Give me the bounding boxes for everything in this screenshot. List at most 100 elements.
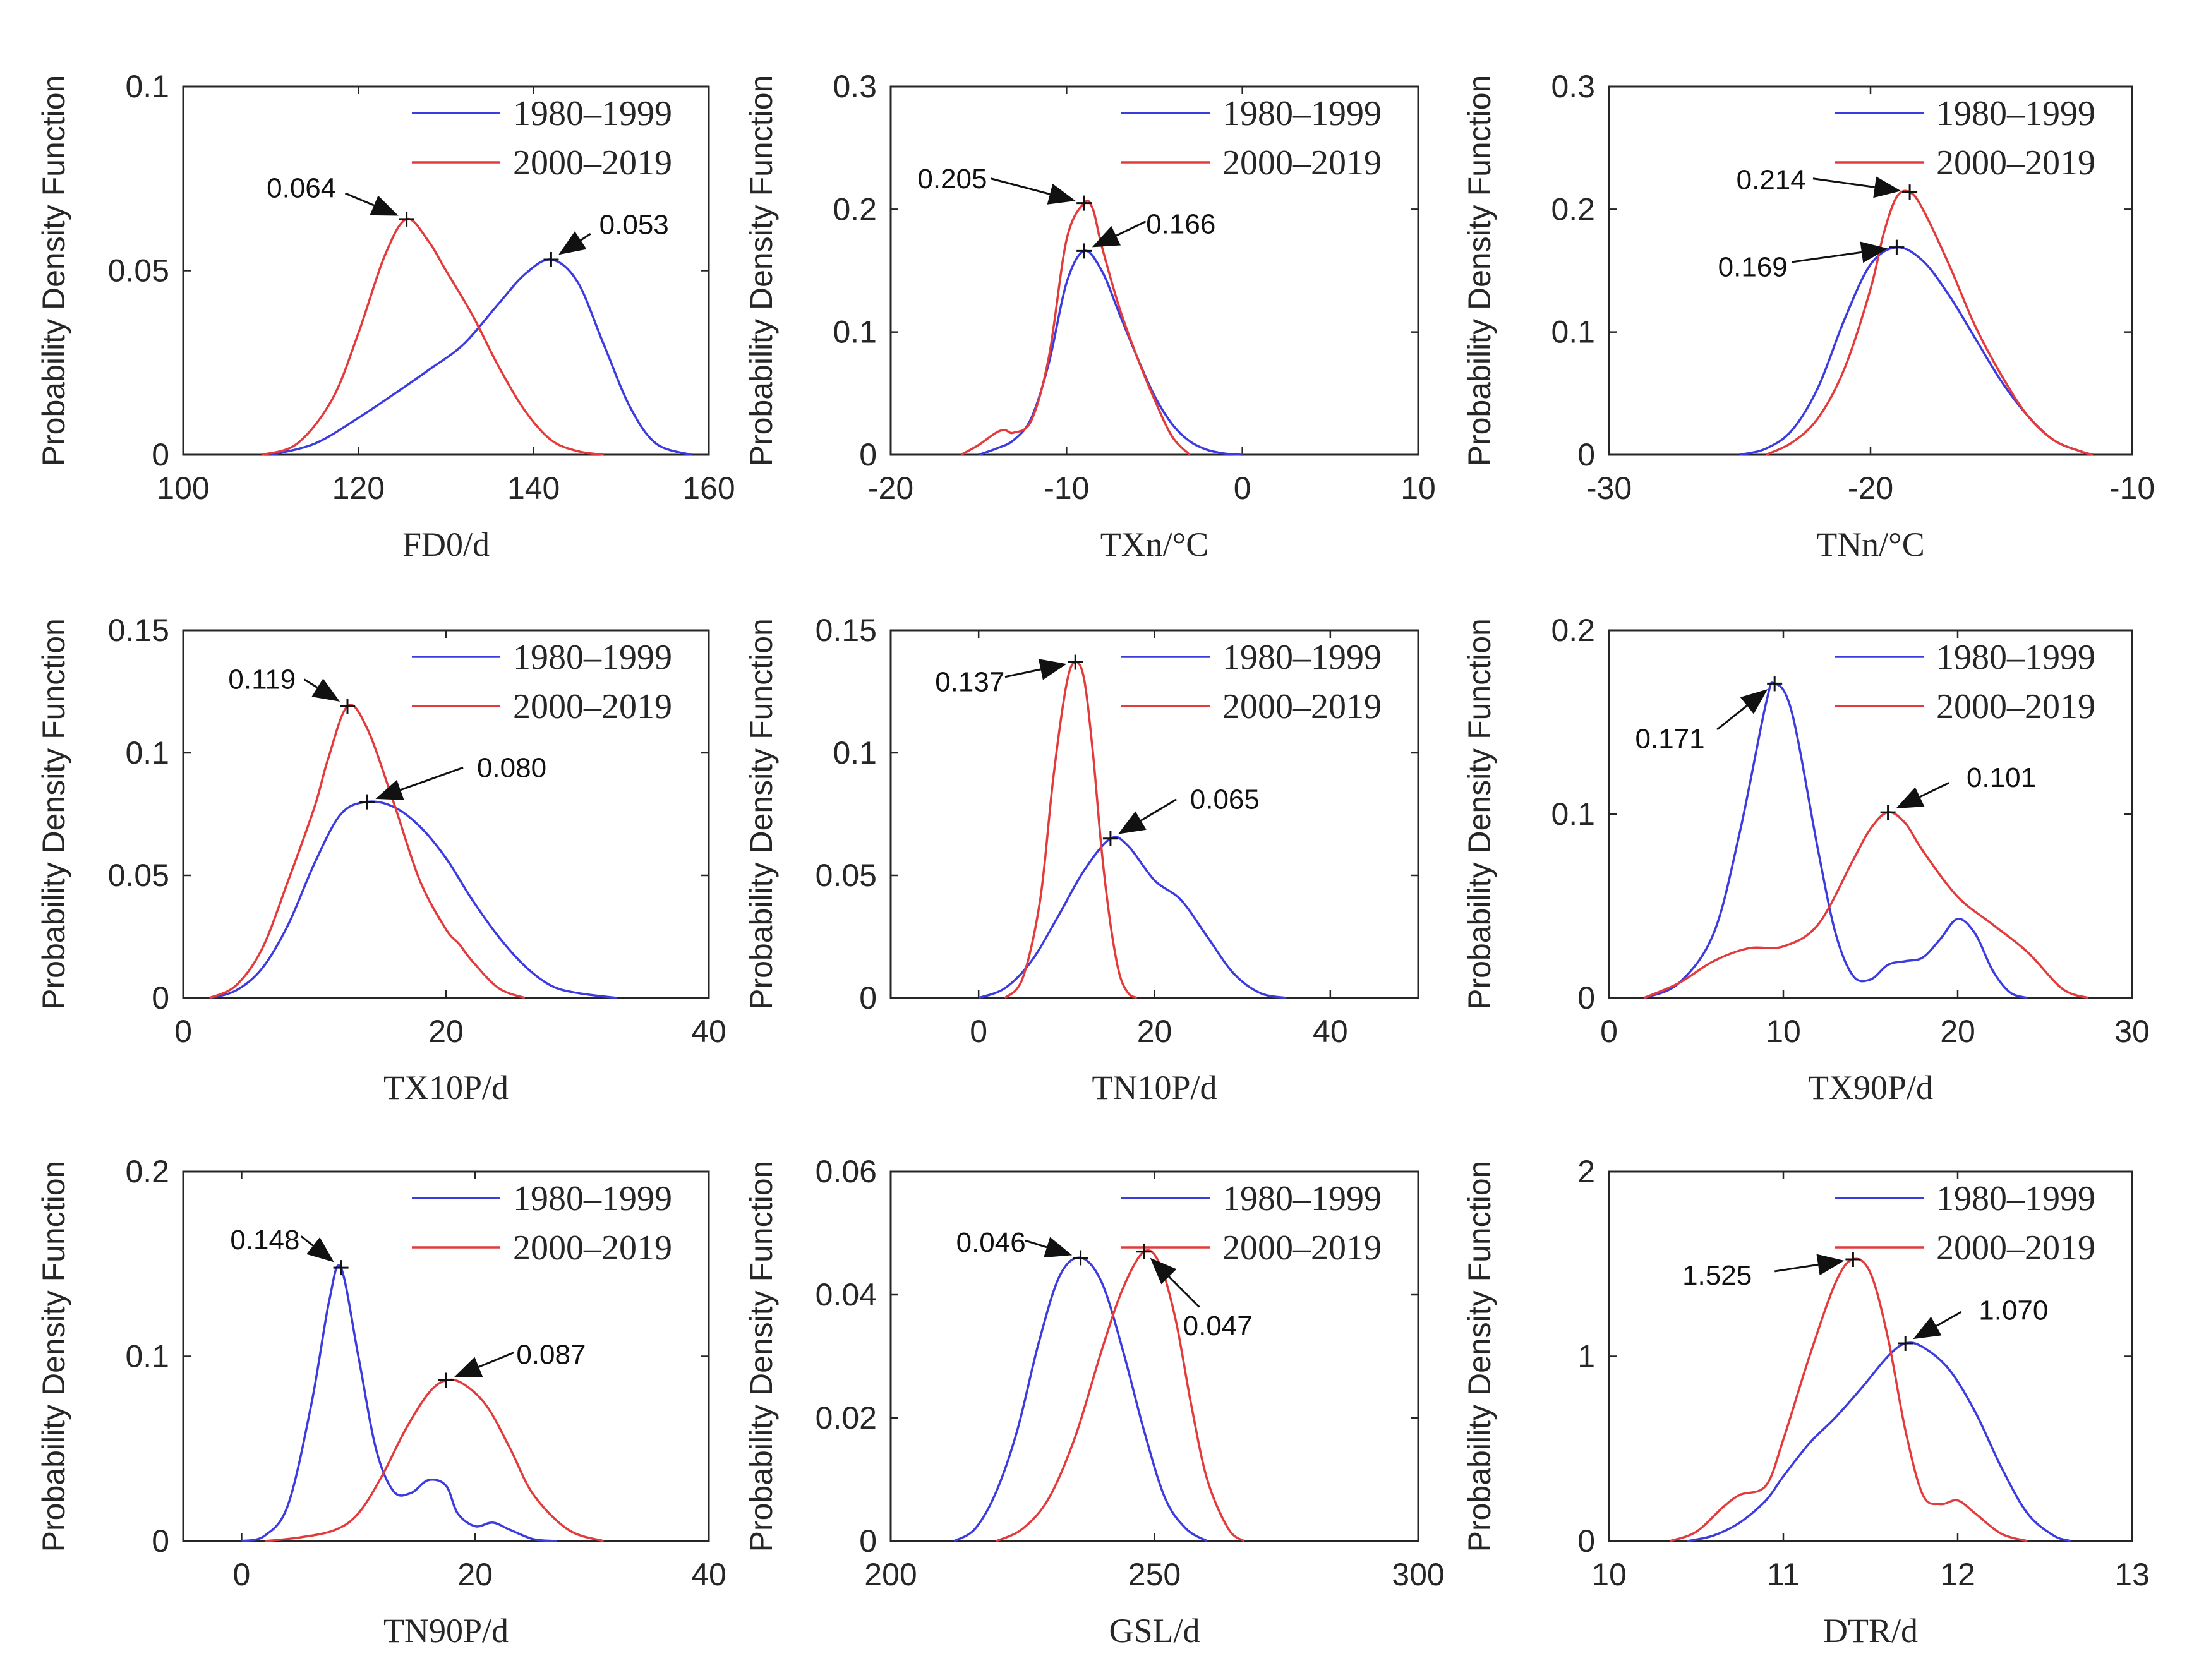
annotation-arrow-head bbox=[1150, 1257, 1177, 1285]
y-tick-label: 0 bbox=[1577, 437, 1595, 472]
series-line-2000-2019 bbox=[1670, 1257, 2028, 1542]
panel-gsl: 200 250 300 0 0.02 0.04 0.06 GSL/d Probability D… bbox=[744, 1154, 1445, 1650]
y-tick-label: 0 bbox=[152, 1523, 169, 1559]
axes-box bbox=[1608, 629, 2133, 999]
y-tick-label: 0.1 bbox=[125, 735, 169, 771]
annotation-arrow-line bbox=[400, 766, 464, 791]
x-tick-label: 40 bbox=[691, 1557, 726, 1592]
annotation-arrow-head bbox=[1740, 689, 1768, 714]
y-axis-label: Probability Density Function bbox=[36, 1161, 71, 1552]
legend-label-1980-1999: 1980–1999 bbox=[1222, 1179, 1382, 1218]
peak-value-label: 0.214 bbox=[1737, 165, 1806, 196]
x-tick-label: 0 bbox=[174, 1014, 192, 1049]
y-axis-label: Probability Density Function bbox=[36, 618, 71, 1010]
peak-marker bbox=[1902, 184, 1918, 200]
series-line-1980-1999 bbox=[241, 1264, 557, 1542]
annotation-arrow-line bbox=[300, 1235, 314, 1247]
annotation-arrow-line bbox=[344, 192, 375, 207]
x-tick-label: 20 bbox=[1940, 1014, 1975, 1049]
legend-label-2000-2019: 2000–2019 bbox=[1222, 1228, 1382, 1268]
y-tick-label: 0.1 bbox=[833, 315, 877, 350]
y-tick-label: 0.04 bbox=[816, 1277, 877, 1312]
panel-tn90p: 0 20 40 0 0.1 0.2 TN90P/d Probability Density F… bbox=[36, 1154, 726, 1650]
y-tick-label: 0 bbox=[1577, 1523, 1595, 1559]
peak-marker bbox=[1073, 1250, 1088, 1266]
x-axis-label: TXn/°C bbox=[1100, 525, 1209, 563]
peak-value-label: 0.047 bbox=[1183, 1311, 1253, 1341]
peak-value-label: 0.080 bbox=[477, 752, 546, 783]
annotation-arrow-line bbox=[1792, 251, 1862, 263]
x-tick-label: 13 bbox=[2114, 1557, 2150, 1592]
x-tick-label: 10 bbox=[1766, 1014, 1801, 1049]
series-line-2000-2019 bbox=[1765, 189, 2094, 456]
x-tick-label: -30 bbox=[1586, 471, 1632, 506]
y-axis-label: Probability Density Function bbox=[744, 75, 779, 467]
y-tick-label: 0.1 bbox=[125, 69, 169, 104]
annotation-arrow-head bbox=[454, 1357, 483, 1377]
y-tick-label: 0 bbox=[859, 1523, 877, 1559]
axes-box bbox=[1608, 85, 2133, 456]
annotation-arrow-head bbox=[1047, 183, 1076, 205]
annotation-arrow-line bbox=[580, 232, 591, 241]
annotation-arrow-line bbox=[478, 1352, 514, 1368]
y-tick-label: 0.1 bbox=[1551, 315, 1595, 350]
peak-marker bbox=[1102, 831, 1118, 846]
annotation-arrow-line bbox=[991, 177, 1051, 195]
y-tick-label: 0 bbox=[152, 980, 169, 1016]
peak-marker bbox=[1076, 243, 1092, 259]
series-line-1980-1999 bbox=[1739, 246, 2094, 456]
peak-value-label: 0.064 bbox=[267, 172, 336, 203]
peak-marker bbox=[1767, 676, 1783, 692]
x-tick-label: 160 bbox=[682, 471, 735, 506]
annotation-arrow-head bbox=[306, 1237, 334, 1263]
x-tick-label: 0 bbox=[233, 1557, 251, 1592]
annotation-arrow-head bbox=[375, 779, 404, 800]
y-tick-label: 1 bbox=[1577, 1339, 1595, 1374]
peak-value-label: 0.119 bbox=[228, 664, 296, 695]
legend-label-2000-2019: 2000–2019 bbox=[1936, 143, 2095, 183]
panel-tn10p: 0 20 40 0 0.05 0.1 0.15 TN10P/d Probability Dens… bbox=[744, 613, 1419, 1107]
annotation-arrow-line bbox=[1936, 1311, 1962, 1327]
x-axis-label: TX90P/d bbox=[1808, 1069, 1933, 1107]
peak-marker bbox=[1880, 805, 1896, 820]
x-tick-label: 0 bbox=[1600, 1014, 1618, 1049]
legend-label-1980-1999: 1980–1999 bbox=[1936, 1179, 2095, 1218]
annotation-arrow-head bbox=[1873, 176, 1901, 198]
y-tick-label: 0 bbox=[1577, 980, 1595, 1016]
series-line-2000-2019 bbox=[262, 217, 604, 456]
panel-txn: -20 -10 0 10 0 0.1 0.2 0.3 TXn/°C Probability Den… bbox=[744, 69, 1436, 563]
x-tick-label: 20 bbox=[457, 1557, 493, 1592]
peak-value-label: 0.148 bbox=[230, 1225, 299, 1256]
series-line-1980-1999 bbox=[209, 800, 617, 999]
peak-value-label: 0.101 bbox=[1967, 762, 2036, 793]
y-tick-label: 0 bbox=[859, 437, 877, 472]
y-tick-label: 0.02 bbox=[816, 1400, 877, 1436]
series-line-2000-2019 bbox=[1643, 811, 2089, 999]
x-tick-label: 40 bbox=[1313, 1014, 1348, 1049]
x-tick-label: 120 bbox=[332, 471, 385, 506]
x-tick-label: 20 bbox=[1137, 1014, 1172, 1049]
peak-marker bbox=[1898, 1336, 1913, 1352]
legend-label-2000-2019: 2000–2019 bbox=[513, 687, 672, 726]
panel-fd0: 100 120 140 160 0 0.05 0.1 FD0/d Probability Den… bbox=[36, 69, 735, 563]
y-axis-label: Probability Density Function bbox=[36, 75, 71, 467]
y-tick-label: 0.05 bbox=[816, 858, 877, 893]
annotation-arrow-line bbox=[1774, 1263, 1819, 1273]
y-tick-label: 0.2 bbox=[1551, 613, 1595, 648]
annotation-arrow-line bbox=[1812, 177, 1875, 188]
annotation-arrow-line bbox=[1140, 798, 1178, 822]
x-tick-label: 100 bbox=[157, 471, 209, 506]
y-axis-label: Probability Density Function bbox=[1462, 1161, 1497, 1552]
x-tick-label: 200 bbox=[864, 1557, 917, 1592]
series-line-1980-1999 bbox=[1643, 681, 2028, 999]
series-line-2000-2019 bbox=[208, 704, 526, 999]
annotation-arrow-head bbox=[1038, 659, 1067, 680]
legend-label-1980-1999: 1980–1999 bbox=[1936, 94, 2095, 133]
x-axis-label: TNn/°C bbox=[1816, 525, 1925, 563]
legend-label-1980-1999: 1980–1999 bbox=[1222, 638, 1382, 677]
peak-marker bbox=[399, 211, 414, 227]
y-tick-label: 0.06 bbox=[816, 1154, 877, 1189]
y-tick-label: 0 bbox=[152, 437, 169, 472]
series-line-1980-1999 bbox=[953, 1256, 1208, 1542]
